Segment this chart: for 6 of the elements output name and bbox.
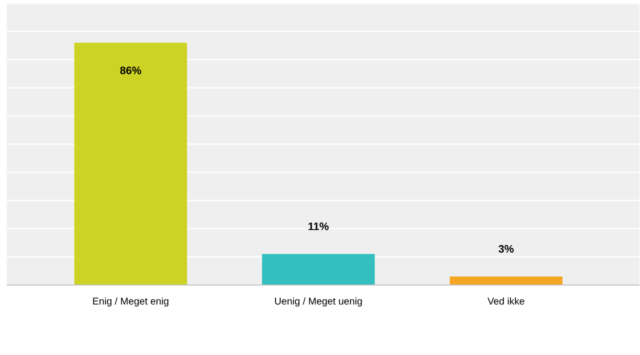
x-tick-label: Uenig / Meget uenig (275, 297, 362, 306)
x-tick-label: Enig / Meget enig (93, 297, 168, 306)
data-label: 11% (308, 222, 329, 230)
x-tick-label: Ved ikke (488, 297, 524, 305)
data-label: 3% (498, 244, 514, 253)
data-label: 86% (120, 66, 142, 74)
